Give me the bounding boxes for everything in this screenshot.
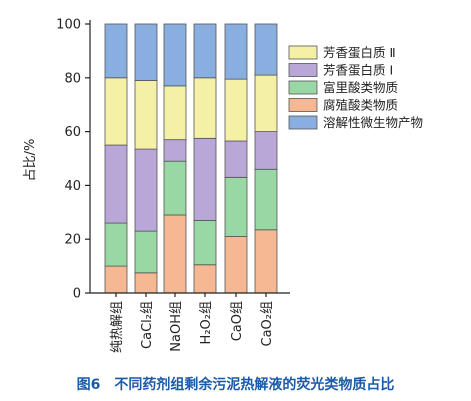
legend-swatch <box>288 115 318 130</box>
legend-item: 芳香蛋白质 Ⅱ <box>288 45 396 60</box>
legend-swatch <box>288 98 318 112</box>
bar-segment <box>254 74 278 133</box>
y-tick-label: 40 <box>64 179 81 194</box>
bar-segment <box>163 139 187 162</box>
bar-stack <box>193 23 217 294</box>
y-tick-label: 60 <box>64 125 81 140</box>
bar-stack <box>134 23 158 294</box>
bar-segment <box>254 168 278 231</box>
legend-label: 芳香蛋白质 Ⅱ <box>323 45 396 60</box>
legend-item: 芳香蛋白质 Ⅰ <box>288 63 393 78</box>
bar-segment <box>163 160 187 216</box>
bar-segment <box>193 137 217 221</box>
bar-segment <box>104 265 128 294</box>
bar-segment <box>193 219 217 266</box>
bar-segment <box>224 78 248 142</box>
x-tick-label: CaCl₂组 <box>140 301 155 349</box>
bar-segment <box>104 144 128 224</box>
legend-swatch <box>288 45 318 60</box>
bar-segment <box>104 222 128 267</box>
legend-item: 溶解性微生物产物 <box>288 115 423 130</box>
y-tick-label: 100 <box>56 18 81 33</box>
legend-label: 腐殖酸类物质 <box>323 98 398 113</box>
bar-segment <box>224 176 248 237</box>
bar-segment <box>134 148 158 232</box>
bar-segment <box>163 23 187 87</box>
bar-segment <box>134 230 158 274</box>
y-tick-label: 20 <box>64 233 81 248</box>
bar-segment <box>193 264 217 294</box>
bar-stack <box>104 23 128 294</box>
bar-segment <box>163 214 187 294</box>
stacked-bar-chart: 0 20 40 60 80 100 纯热解组 CaCl₂组 NaOH组 H₂O₂组 CaO组 CaO… <box>23 17 455 354</box>
x-tick-label: H₂O₂组 <box>199 301 214 344</box>
bar-segment <box>224 236 248 294</box>
bar-segment <box>193 23 217 79</box>
legend-swatch <box>288 63 318 77</box>
legend-label: 溶解性微生物产物 <box>323 115 423 130</box>
bar-segment <box>134 23 158 81</box>
bar-segment <box>224 23 248 80</box>
bar-segment <box>163 85 187 141</box>
legend-swatch <box>288 80 318 95</box>
bar-segment <box>254 229 278 294</box>
bar-stack <box>224 23 248 294</box>
bar-segment <box>104 23 128 79</box>
bar-segment <box>254 23 278 76</box>
x-tick-label: 纯热解组 <box>110 301 125 353</box>
bar-segment <box>104 77 128 146</box>
x-tick-label: CaO₂组 <box>260 301 275 347</box>
y-tick-label: 0 <box>73 287 81 302</box>
bar-segment <box>134 80 158 150</box>
legend-label: 富里酸类物质 <box>323 80 398 95</box>
bar-stack <box>163 23 187 294</box>
figure-caption: 图6 不同药剂组剩余污泥热解液的荧光类物质占比 <box>76 377 395 393</box>
legend-item: 腐殖酸类物质 <box>288 98 398 113</box>
y-axis: 0 20 40 60 80 100 <box>56 18 91 302</box>
x-tick-label: CaO组 <box>230 301 245 341</box>
bar-segment <box>224 140 248 178</box>
bars <box>104 23 278 294</box>
y-tick-label: 80 <box>64 71 81 86</box>
x-axis: 纯热解组 CaCl₂组 NaOH组 H₂O₂组 CaO组 CaO₂组 <box>90 292 290 353</box>
bar-segment <box>134 272 158 294</box>
x-tick-label: NaOH组 <box>169 301 184 352</box>
y-axis-label: 占比/% <box>23 139 38 182</box>
bar-segment <box>193 77 217 139</box>
bar-stack <box>254 23 278 294</box>
legend-label: 芳香蛋白质 Ⅰ <box>323 63 393 78</box>
legend-item: 富里酸类物质 <box>288 80 398 95</box>
bar-segment <box>254 131 278 170</box>
